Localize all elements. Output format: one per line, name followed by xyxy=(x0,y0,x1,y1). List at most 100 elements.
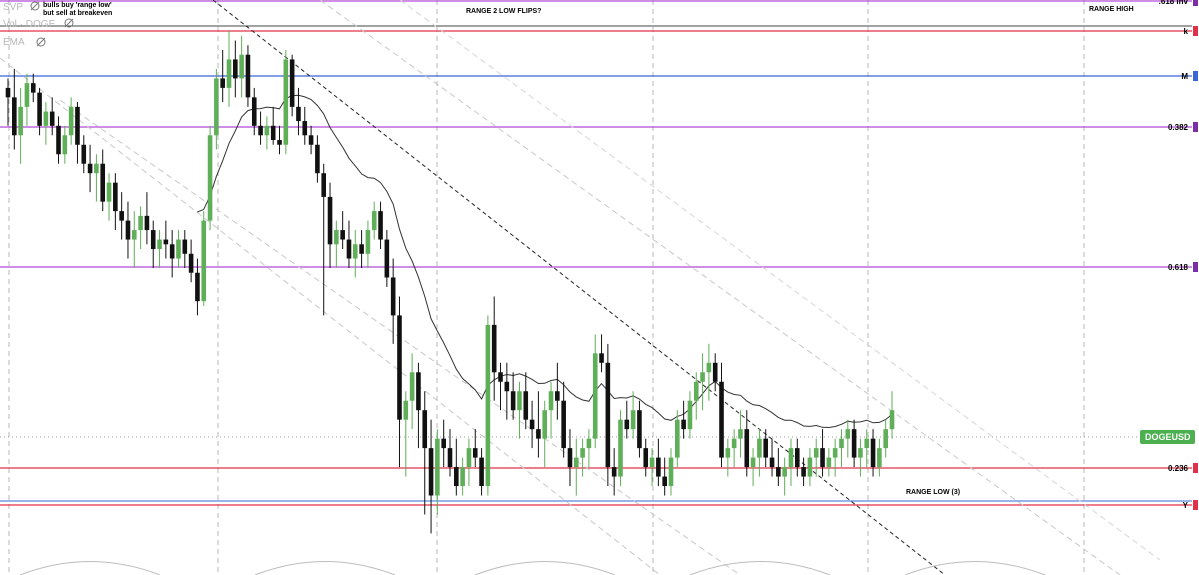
candle-body xyxy=(346,239,352,259)
candle-body xyxy=(618,419,623,477)
candle-body xyxy=(195,272,200,302)
candle-body xyxy=(630,410,636,430)
level-label: M xyxy=(1181,72,1188,81)
candle-body xyxy=(757,438,762,458)
candle-body xyxy=(138,215,143,231)
candle-body xyxy=(706,362,712,373)
cycle-arcs xyxy=(19,561,1046,575)
candle-body xyxy=(485,324,491,487)
eye-hidden-icon[interactable] xyxy=(30,1,40,11)
candle-body xyxy=(416,372,421,411)
candle-body xyxy=(283,59,289,145)
indicator-ema[interactable]: EMA xyxy=(3,37,46,48)
candle-body xyxy=(750,457,756,468)
candle-body xyxy=(384,239,390,278)
candle-body xyxy=(889,410,895,430)
candle-body xyxy=(258,125,263,136)
indicator-vol-label: Vol · DOGE xyxy=(3,19,56,30)
candle-body xyxy=(599,353,604,363)
candle-body xyxy=(144,215,150,231)
level-marker xyxy=(1193,71,1198,81)
candle-body xyxy=(845,429,851,439)
horizontal-levels xyxy=(0,0,1192,506)
candle-body xyxy=(693,381,699,401)
candle-body xyxy=(472,448,478,458)
candle-body xyxy=(302,121,308,136)
level-label: 0.618 xyxy=(1168,263,1189,272)
candle-body xyxy=(731,438,737,449)
candle-body xyxy=(523,391,529,420)
candle-body xyxy=(12,97,17,136)
candle-body xyxy=(56,125,61,155)
level-label: 0.382 xyxy=(1168,123,1189,132)
candle-body xyxy=(637,410,642,449)
candle-body xyxy=(567,448,573,468)
candle-body xyxy=(447,448,453,468)
candle-body xyxy=(308,135,314,145)
candle-body xyxy=(498,372,503,382)
candle-body xyxy=(245,54,251,98)
candle-body xyxy=(226,59,232,88)
candle-body xyxy=(592,353,598,439)
level-marker xyxy=(1193,0,1198,6)
candle-body xyxy=(725,448,731,458)
candle-body xyxy=(207,135,213,221)
range-high-note: RANGE HIGH xyxy=(1089,6,1134,13)
last-price-tag[interactable]: DOGEUSD xyxy=(1140,430,1195,444)
candle-body xyxy=(106,182,112,202)
indicator-ema-label: EMA xyxy=(3,37,25,48)
candle-body xyxy=(378,211,383,240)
candle-body xyxy=(662,476,667,487)
candle-body xyxy=(131,230,137,240)
candle-body xyxy=(548,391,554,411)
candle-body xyxy=(113,182,118,212)
candle-body xyxy=(270,125,276,141)
candle-body xyxy=(870,438,876,468)
candle-body xyxy=(826,457,832,468)
candle-body xyxy=(801,467,806,477)
candle-body xyxy=(201,220,207,302)
candle-body xyxy=(441,438,446,449)
candle-body xyxy=(504,381,510,392)
candle-body xyxy=(403,400,409,420)
candle-body xyxy=(371,211,377,231)
cycle-arc xyxy=(474,561,616,575)
indicator-vol[interactable]: Vol · DOGE xyxy=(3,18,74,30)
candle-body xyxy=(877,448,882,468)
candle-body xyxy=(233,59,238,79)
candle-body xyxy=(700,372,705,382)
candle-body xyxy=(188,253,194,273)
candle-body xyxy=(611,467,617,477)
candle-body xyxy=(883,429,888,449)
candle-body xyxy=(365,230,371,254)
eye-hidden-icon[interactable] xyxy=(36,37,46,47)
ema-line xyxy=(197,94,893,429)
candle-body xyxy=(561,400,566,449)
candle-body xyxy=(30,83,36,93)
candle-body xyxy=(390,277,396,316)
cycle-arc xyxy=(254,561,396,575)
candle-body xyxy=(43,111,49,126)
eye-hidden-icon[interactable] xyxy=(64,18,74,28)
indicator-svp[interactable]: SVP xyxy=(3,1,40,13)
cycle-arc xyxy=(904,561,1046,575)
range-low-note: RANGE LOW (3) xyxy=(906,489,960,496)
range2-note: RANGE 2 LOW FLIPS? xyxy=(466,8,541,15)
level-labels: .618 inv k M 0.382 0.618 0.236 Y xyxy=(1159,0,1198,510)
candle-body xyxy=(555,391,560,401)
candle-body xyxy=(776,467,781,477)
candle-body xyxy=(573,457,579,468)
candle-body xyxy=(712,362,718,382)
candle-body xyxy=(536,429,541,439)
bulls-note-line2: but sell at breakeven xyxy=(43,10,112,17)
candle-body xyxy=(87,163,93,174)
candle-body xyxy=(49,111,55,126)
candle-body xyxy=(251,97,257,126)
candle-body xyxy=(794,448,800,468)
cycle-arc xyxy=(689,561,831,575)
candle-body xyxy=(643,448,649,468)
candle-body xyxy=(769,457,775,468)
candle-body xyxy=(529,419,535,430)
candle-body xyxy=(466,448,472,468)
